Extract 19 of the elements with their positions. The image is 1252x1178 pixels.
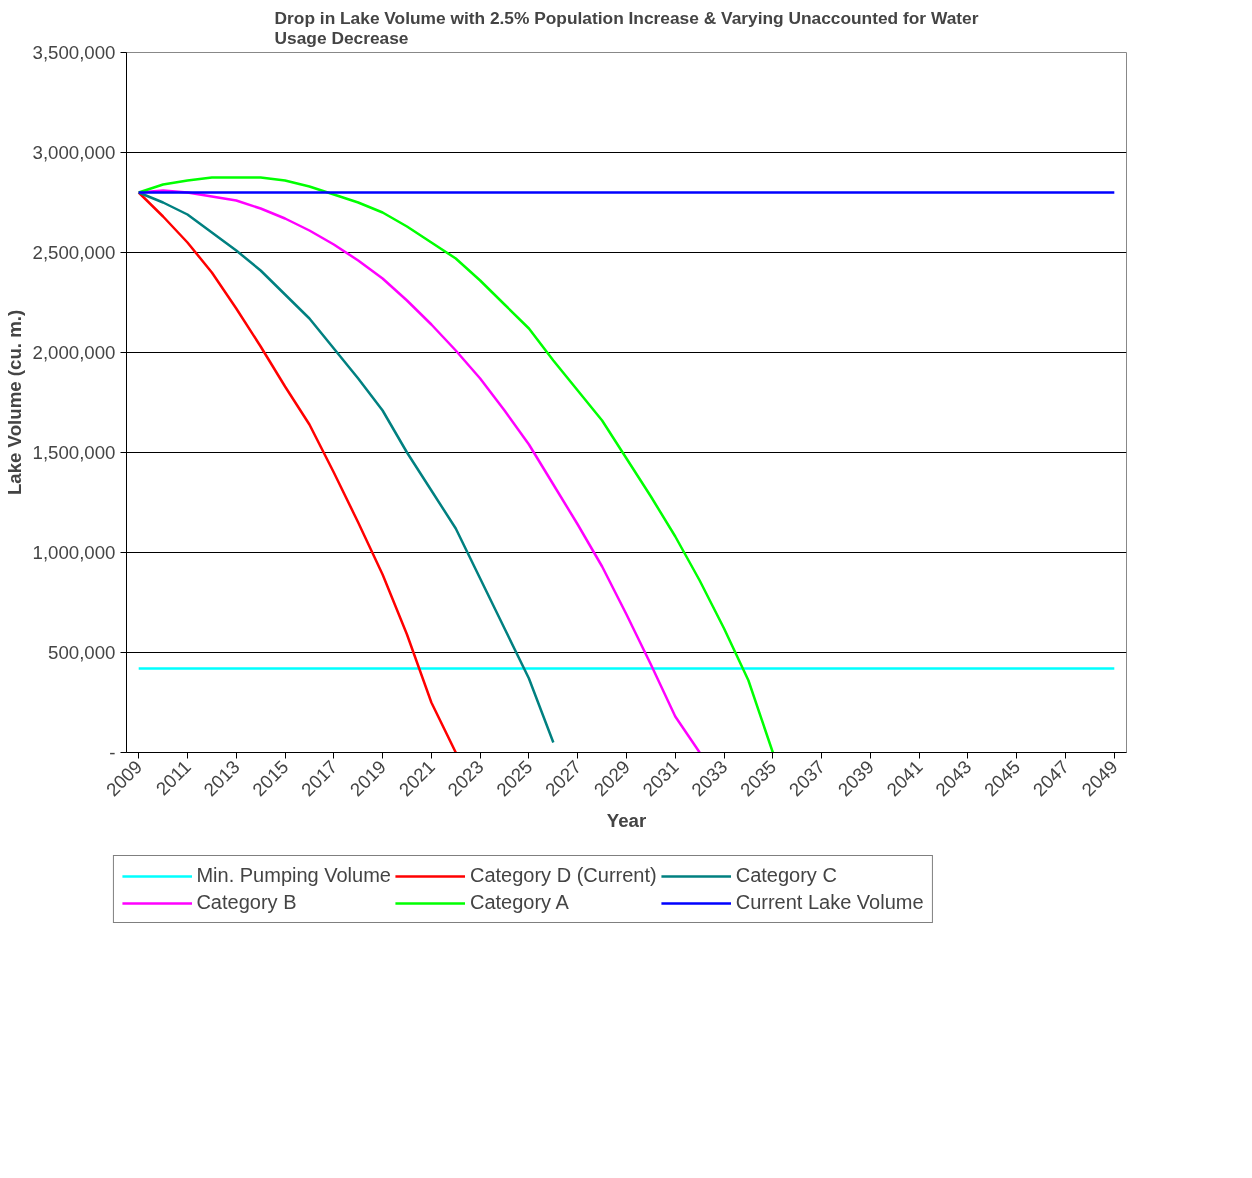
y-tick-label: 2,000,000 — [32, 342, 116, 363]
y-tick-label: - — [109, 742, 116, 763]
line-series — [137, 191, 555, 744]
line-series — [137, 191, 458, 753]
y-tick-label: 3,000,000 — [32, 142, 116, 163]
y-axis-title: Lake Volume (cu. m.) — [3, 309, 25, 496]
legend-label: Category D (Current) — [469, 864, 657, 887]
y-tick-label: 500,000 — [48, 642, 116, 663]
chart-title: Drop in Lake Volume with 2.5% Population Increase & Varying Unaccounted for Water Usage Decrease — [274, 7, 979, 48]
legend-label: Category A — [469, 891, 569, 914]
y-tick-label: 2,500,000 — [32, 242, 116, 263]
legend-label: Min. Pumping Volume — [196, 864, 391, 887]
y-tick-label: 1,500,000 — [32, 442, 116, 463]
legend-label: Category B — [196, 891, 297, 914]
x-axis-title: Year — [606, 810, 647, 832]
legend-label: Current Lake Volume — [735, 891, 924, 914]
y-tick-label: 3,500,000 — [32, 42, 116, 63]
y-tick-label: 1,000,000 — [32, 542, 116, 563]
legend-label: Category C — [735, 864, 837, 887]
